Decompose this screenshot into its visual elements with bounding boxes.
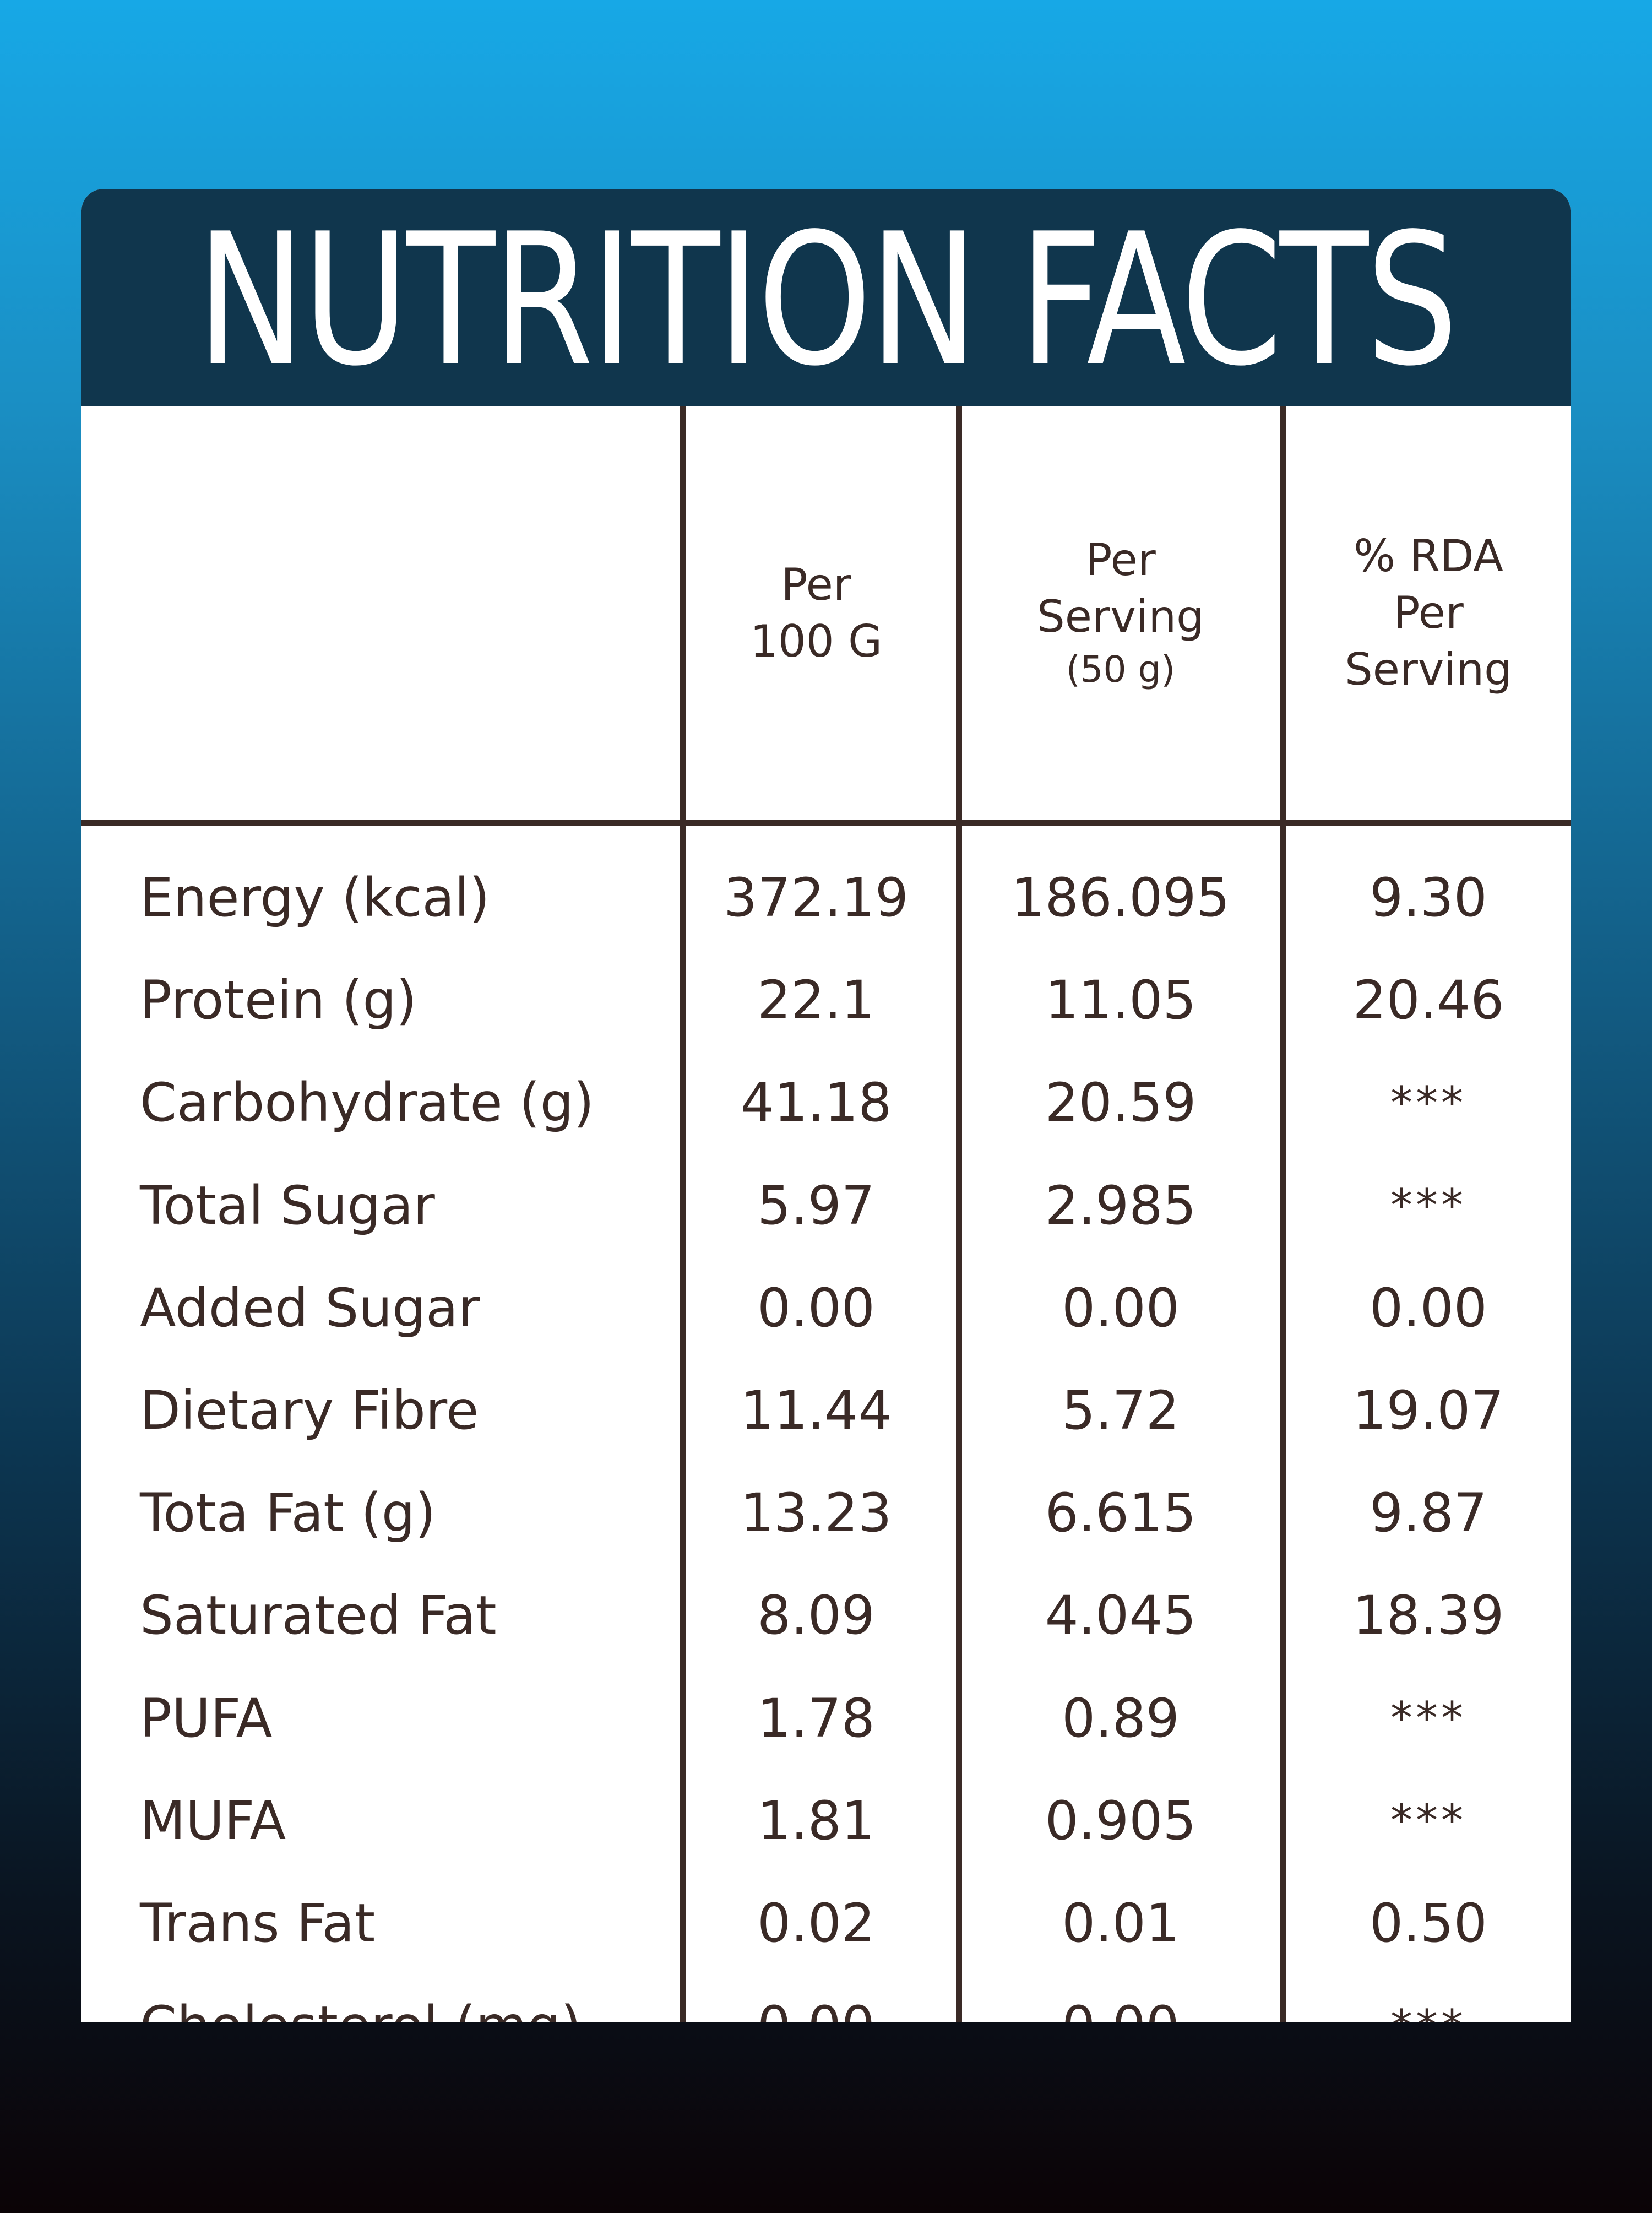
value-rda: 20.46 bbox=[1352, 969, 1504, 1032]
nutrient-label: Trans Fat bbox=[140, 1892, 376, 1954]
value-per-100g: 1.78 bbox=[757, 1687, 875, 1749]
table-row: Protein (g) 22.1 11.05 20.46 bbox=[81, 949, 1571, 1051]
table-row: Cholesterol (mg)0.000.00*** bbox=[81, 1975, 1571, 2022]
value-per-serving: 0.89 bbox=[1062, 1687, 1180, 1749]
value-per-100g: 0.00 bbox=[757, 1277, 875, 1339]
nutrient-label: Protein (g) bbox=[140, 969, 417, 1032]
value-per-serving: 5.72 bbox=[1062, 1380, 1180, 1441]
header-divider bbox=[81, 820, 1571, 826]
value-per-100g: 11.44 bbox=[740, 1380, 892, 1441]
value-per-serving: 20.59 bbox=[1045, 1072, 1197, 1134]
value-rda: 18.39 bbox=[1352, 1585, 1504, 1647]
value-per-serving: 11.05 bbox=[1045, 969, 1197, 1032]
value-per-serving: 0.01 bbox=[1062, 1892, 1180, 1954]
title-banner: NUTRITION FACTS bbox=[81, 189, 1571, 406]
value-per-serving: 0.00 bbox=[962, 1975, 1279, 2022]
value-per-100g: 0.00 bbox=[680, 1975, 952, 2022]
value-rda: *** bbox=[1390, 1077, 1466, 1129]
value-rda: *** bbox=[1390, 1693, 1466, 1744]
column-divider bbox=[1280, 406, 1286, 2022]
value-rda: 0.00 bbox=[1370, 1277, 1487, 1339]
column-header-per-100g: Per 100 G bbox=[680, 406, 952, 820]
table-row: Dietary Fibre 11.44 5.72 19.07 bbox=[81, 1359, 1571, 1462]
table-row: Carbohydrate (g) 41.18 20.59 *** bbox=[81, 1051, 1571, 1154]
value-per-100g: 8.09 bbox=[757, 1585, 875, 1647]
table-row: Tota Fat (g) 13.23 6.615 9.87 bbox=[81, 1462, 1571, 1564]
column-header-line: Per bbox=[1085, 534, 1156, 585]
value-per-100g: 13.23 bbox=[740, 1482, 892, 1544]
nutrient-label: MUFA bbox=[140, 1789, 286, 1852]
value-per-100g: 1.81 bbox=[757, 1789, 875, 1852]
column-header-line: 100 G bbox=[749, 615, 883, 667]
value-per-serving: 0.905 bbox=[1045, 1789, 1197, 1852]
value-rda: *** bbox=[1390, 1795, 1466, 1847]
table-row: Saturated Fat 8.09 4.045 18.39 bbox=[81, 1564, 1571, 1667]
column-header-rda: % RDA Per Serving bbox=[1286, 406, 1571, 820]
value-per-serving: 6.615 bbox=[1045, 1482, 1197, 1544]
value-rda: *** bbox=[1286, 1975, 1571, 2022]
nutrient-label: Added Sugar bbox=[140, 1277, 480, 1339]
nutrient-label: Total Sugar bbox=[140, 1174, 435, 1236]
value-per-100g: 372.19 bbox=[724, 867, 909, 929]
table-row: Total Sugar 5.97 2.985 *** bbox=[81, 1154, 1571, 1257]
nutrient-label: Tota Fat (g) bbox=[140, 1482, 436, 1544]
value-per-100g: 41.18 bbox=[740, 1072, 892, 1134]
nutrient-label: Energy (kcal) bbox=[140, 867, 490, 929]
table-row: PUFA 1.78 0.89 *** bbox=[81, 1667, 1571, 1770]
value-per-serving: 0.00 bbox=[1062, 1277, 1180, 1339]
column-header-per-serving: Per Serving (50 g) bbox=[962, 406, 1279, 820]
value-per-serving: 186.095 bbox=[1011, 867, 1230, 929]
value-rda: 0.50 bbox=[1370, 1892, 1487, 1954]
value-per-serving: 4.045 bbox=[1045, 1585, 1197, 1647]
column-header-line: Per bbox=[781, 558, 851, 610]
table-row: MUFA 1.81 0.905 *** bbox=[81, 1770, 1571, 1872]
value-per-100g: 22.1 bbox=[757, 969, 875, 1032]
column-header-line: Serving bbox=[1037, 590, 1204, 642]
nutrient-label: Saturated Fat bbox=[140, 1585, 497, 1647]
page-title: NUTRITION FACTS bbox=[196, 194, 1458, 406]
nutrient-label: Carbohydrate (g) bbox=[140, 1072, 594, 1134]
column-divider bbox=[680, 406, 686, 2022]
value-per-100g: 0.02 bbox=[757, 1892, 875, 1954]
table-row: Trans Fat 0.02 0.01 0.50 bbox=[81, 1872, 1571, 1975]
table-row: Energy (kcal) 372.19 186.095 9.30 bbox=[81, 847, 1571, 949]
column-divider bbox=[956, 406, 962, 2022]
value-rda: 9.87 bbox=[1370, 1482, 1487, 1544]
nutrition-facts-card: NUTRITION FACTS Per 100 G Per Serving (5… bbox=[81, 189, 1571, 2022]
nutrient-label: Dietary Fibre bbox=[140, 1380, 479, 1441]
value-rda: 9.30 bbox=[1370, 867, 1487, 929]
column-header-line: % RDA bbox=[1354, 530, 1503, 582]
value-per-serving: 2.985 bbox=[1045, 1174, 1197, 1236]
value-rda: *** bbox=[1390, 1180, 1466, 1232]
table-row: Added Sugar 0.00 0.00 0.00 bbox=[81, 1257, 1571, 1359]
value-rda: 19.07 bbox=[1352, 1380, 1504, 1441]
column-header-line: Serving bbox=[1345, 644, 1512, 695]
column-header-line: Per bbox=[1393, 587, 1464, 638]
nutrient-label: PUFA bbox=[140, 1687, 273, 1749]
column-header-subtext: (50 g) bbox=[1066, 648, 1176, 691]
value-per-100g: 5.97 bbox=[757, 1174, 875, 1236]
nutrient-label: Cholesterol (mg) bbox=[140, 1975, 582, 2022]
